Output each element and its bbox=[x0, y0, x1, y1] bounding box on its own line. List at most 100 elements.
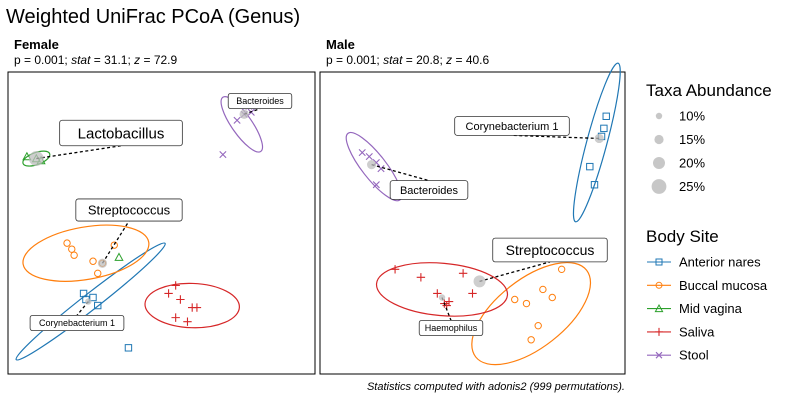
point-saliva-female bbox=[171, 313, 180, 322]
point-buccal-mucosa-male bbox=[511, 295, 519, 304]
panel-frame-female bbox=[7, 71, 316, 375]
point-stool-female bbox=[233, 116, 241, 124]
point-buccal-mucosa-female bbox=[94, 269, 102, 278]
taxa-label: Bacteroides bbox=[236, 96, 284, 106]
point-anterior-nares-male bbox=[600, 124, 608, 133]
legend-abundance-title: Taxa Abundance bbox=[646, 81, 772, 100]
point-stool-male bbox=[365, 152, 373, 161]
legend-site-label: Stool bbox=[679, 348, 709, 363]
taxa-label-box bbox=[418, 319, 484, 337]
point-stool-male bbox=[358, 148, 366, 157]
panel-male: Corynebacterium 1 Bacteroides Streptococcu… bbox=[319, 62, 626, 375]
legend-site-label: Mid vagina bbox=[679, 301, 743, 316]
ellipse-anterior-nares-male bbox=[572, 62, 621, 223]
point-anterior-nares-female bbox=[124, 344, 133, 352]
point-buccal-mucosa-male bbox=[527, 336, 535, 344]
taxa-connector bbox=[441, 297, 452, 321]
ellipse-anterior-nares-female bbox=[15, 242, 166, 361]
taxa-abundance-marker bbox=[473, 275, 486, 288]
point-saliva-male bbox=[390, 265, 400, 274]
point-saliva-male bbox=[444, 297, 454, 306]
point-anterior-nares-male bbox=[602, 112, 610, 120]
point-buccal-mucosa-male bbox=[534, 321, 542, 330]
facet-stats-female: p = 0.001; stat = 31.1; z = 72.9 bbox=[14, 53, 178, 67]
point-saliva-female bbox=[183, 317, 192, 326]
point-mid-vagina-female bbox=[22, 151, 32, 161]
legend-abundance-key bbox=[655, 112, 663, 120]
panel-female: Bacteroides Lactobacillus Streptococcus Cor… bbox=[7, 71, 316, 375]
legend-site-key-symbol bbox=[654, 303, 664, 313]
point-saliva-female bbox=[164, 289, 173, 298]
taxa-abundance-marker bbox=[438, 294, 446, 301]
point-stool-male bbox=[372, 181, 380, 189]
point-buccal-mucosa-male bbox=[557, 265, 566, 274]
point-saliva-female bbox=[176, 295, 185, 304]
point-buccal-mucosa-male bbox=[522, 299, 531, 308]
taxa-label-box bbox=[59, 119, 183, 147]
point-saliva-male bbox=[468, 289, 477, 298]
point-anterior-nares-male bbox=[586, 162, 594, 171]
taxa-label: Corynebacterium 1 bbox=[39, 318, 115, 328]
ellipse-stool-female bbox=[220, 96, 264, 153]
point-saliva-female bbox=[171, 281, 180, 290]
legend-site: Anterior nares Buccal mucosa Mid vagina Sal… bbox=[647, 255, 768, 363]
legend-site-label: Saliva bbox=[679, 324, 715, 339]
legend-abundance-key bbox=[651, 179, 667, 194]
point-buccal-mucosa-male bbox=[548, 293, 556, 302]
point-buccal-mucosa-female bbox=[70, 251, 78, 259]
chart-caption: Statistics computed with adonis2 (999 pe… bbox=[367, 381, 625, 393]
ellipse-stool-male bbox=[345, 131, 403, 202]
taxa-label: Haemophilus bbox=[425, 323, 478, 333]
legend-abundance: 10% 15% 20% 25% bbox=[651, 109, 705, 194]
point-buccal-mucosa-female bbox=[63, 239, 71, 247]
facet-stats-male: p = 0.001; stat = 20.8; z = 40.6 bbox=[326, 53, 490, 67]
point-anterior-nares-male bbox=[590, 181, 599, 189]
ellipse-buccal-mucosa-male bbox=[471, 261, 592, 366]
legend-site-key-symbol bbox=[655, 351, 663, 359]
legend-abundance-key bbox=[653, 157, 665, 169]
taxa-abundance-marker bbox=[28, 151, 44, 166]
legend-site-key-symbol bbox=[655, 327, 663, 336]
point-buccal-mucosa-female bbox=[68, 245, 76, 253]
taxa-abundance-marker bbox=[85, 298, 92, 305]
point-buccal-mucosa-female bbox=[110, 241, 118, 249]
chart-title: Weighted UniFrac PCoA (Genus) bbox=[6, 6, 300, 28]
point-stool-female bbox=[219, 150, 227, 159]
taxa-abundance-marker bbox=[97, 258, 108, 268]
facet-title-male: Male bbox=[326, 37, 355, 52]
ellipse-saliva-female bbox=[144, 282, 241, 329]
taxa-connector bbox=[479, 261, 551, 283]
legend-site-label: Anterior nares bbox=[679, 255, 761, 270]
legend-abundance-label: 15% bbox=[679, 132, 705, 147]
taxa-label: Streptococcus bbox=[506, 242, 595, 258]
taxa-label: Corynebacterium 1 bbox=[466, 121, 559, 133]
taxa-label-box bbox=[454, 116, 570, 136]
point-buccal-mucosa-female bbox=[89, 257, 97, 265]
point-saliva-male bbox=[416, 273, 426, 282]
taxa-abundance-marker bbox=[367, 160, 377, 170]
point-anterior-nares-female bbox=[89, 293, 97, 302]
taxa-label: Streptococcus bbox=[88, 203, 171, 218]
point-saliva-female bbox=[192, 303, 202, 312]
taxa-abundance-marker bbox=[239, 109, 249, 119]
panel-frame-male bbox=[319, 71, 626, 375]
taxa-label-box bbox=[389, 180, 469, 200]
point-buccal-mucosa-male bbox=[539, 285, 547, 294]
legend-site-key-symbol bbox=[655, 281, 663, 289]
taxa-label: Bacteroides bbox=[400, 185, 459, 197]
taxa-label-box bbox=[492, 237, 608, 263]
legend-abundance-label: 20% bbox=[679, 156, 705, 171]
legend-abundance-key bbox=[654, 134, 664, 145]
taxa-connector bbox=[371, 163, 430, 182]
ellipse-saliva-male bbox=[375, 262, 509, 317]
taxa-label-box bbox=[227, 92, 293, 110]
taxa-connector bbox=[511, 134, 600, 140]
facet-title-female: Female bbox=[14, 37, 59, 52]
legend-site-key-symbol bbox=[655, 258, 663, 266]
point-saliva-male bbox=[458, 269, 468, 278]
taxa-label: Lactobacillus bbox=[78, 125, 165, 142]
taxa-connector bbox=[101, 220, 130, 264]
ellipse-buccal-mucosa-female bbox=[22, 224, 150, 282]
legend-site-title: Body Site bbox=[646, 227, 719, 246]
